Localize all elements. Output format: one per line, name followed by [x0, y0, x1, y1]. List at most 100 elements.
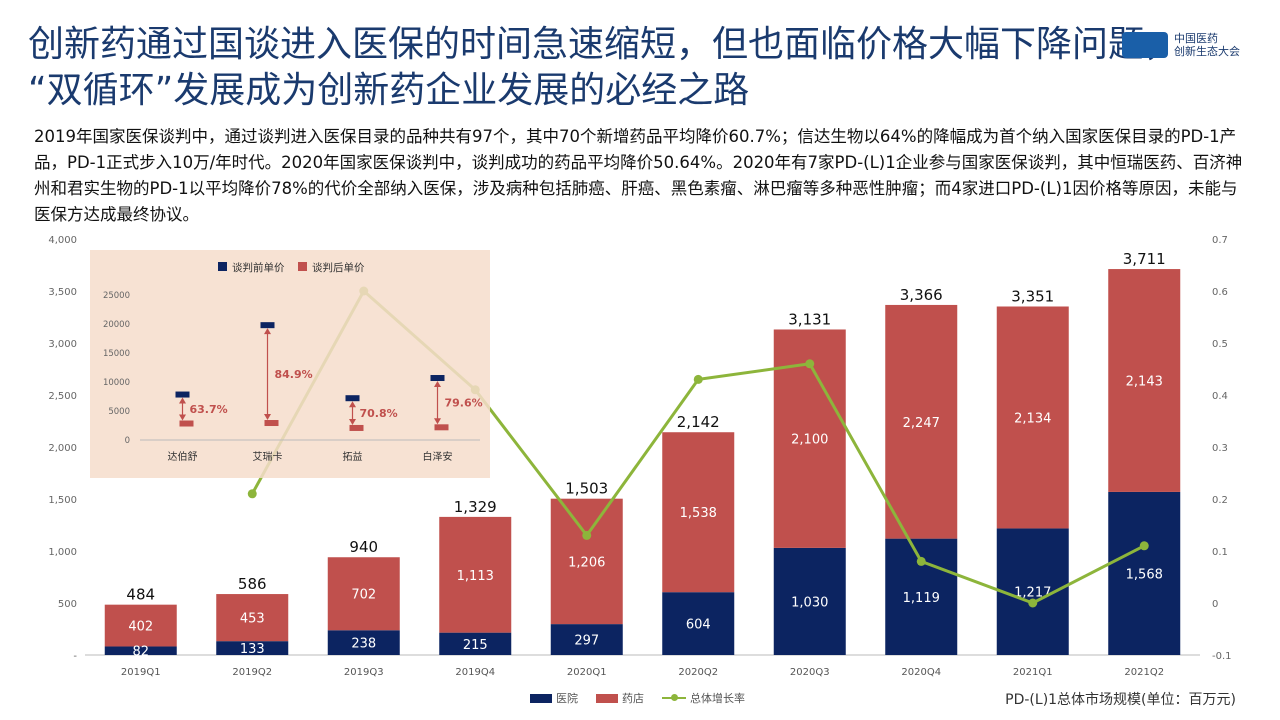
inset-point-after [349, 424, 364, 431]
x-tick-label: 2021Q2 [1124, 667, 1164, 678]
growth-rate-point [1028, 598, 1038, 608]
inset-arrow-tail [349, 401, 356, 408]
inset-y-tick-label: 0 [125, 436, 130, 446]
inset-arrow-head [349, 418, 356, 425]
title-line-2: “双循环”发展成为创新药企业发展的必经之路 [28, 70, 750, 111]
total-value-label: 3,131 [788, 310, 831, 328]
bar-pharmacy [104, 604, 177, 647]
inset-reduction-label: 63.7% [190, 403, 228, 416]
inset-point-before [175, 391, 190, 398]
y-tick-label: 3,000 [48, 339, 77, 350]
inset-point-after [264, 420, 279, 427]
pharmacy-value-label: 2,100 [791, 433, 828, 448]
inset-legend-before-swatch [218, 262, 227, 271]
legend-hospital: 医院 [530, 690, 578, 706]
total-value-label: 586 [238, 575, 267, 593]
legend-hospital-label: 医院 [556, 692, 578, 705]
pharmacy-value-label: 2,134 [1014, 411, 1051, 426]
legend-growth-label: 总体增长率 [690, 692, 745, 705]
inset-x-tick-label: 白泽安 [423, 450, 453, 463]
bar-pharmacy [327, 557, 400, 631]
pharmacy-value-label: 2,247 [903, 416, 940, 431]
bar-hospital [662, 592, 735, 655]
market-size-chart: - 500 1,000 1,500 2,000 2,500 3,000 3,500 4,000 -… [48, 235, 1232, 678]
inset-legend-after-label: 谈判后单价 [312, 261, 365, 274]
growth-rate-point [805, 359, 815, 369]
y2-tick-label: -0.1 [1212, 651, 1232, 662]
hospital-value-label: 215 [463, 638, 488, 653]
y-tick-label: - [73, 651, 77, 662]
inset-y-tick-label: 5000 [108, 407, 130, 417]
hospital-value-label: 82 [132, 645, 149, 660]
bar-hospital [773, 547, 846, 655]
inset-arrow-tail [179, 397, 186, 404]
x-tick-label: 2019Q2 [232, 667, 272, 678]
y-tick-label: 2,000 [48, 443, 77, 454]
event-logo: 中国医药 创新生态大会 [1122, 32, 1240, 58]
pharmacy-value-label: 1,206 [568, 555, 605, 570]
price-reduction-inset: 谈判前单价 谈判后单价 0 5000 10000 15000 20000 25000 63.7%… [90, 250, 490, 478]
legend-pharmacy: 药店 [596, 690, 644, 706]
inset-point-before [260, 322, 275, 329]
bar-pharmacy [216, 594, 289, 642]
y2-tick-label: 0.2 [1212, 495, 1228, 506]
bar-pharmacy [885, 304, 958, 539]
y-tick-label: 500 [58, 599, 77, 610]
bar-pharmacy [1108, 269, 1181, 492]
growth-rate-point [247, 489, 257, 499]
inset-point-before [430, 375, 445, 382]
inset-arrow-tail [264, 328, 271, 335]
inset-point-after [179, 420, 194, 427]
bar-hospital [439, 632, 512, 655]
x-tick-label: 2020Q4 [901, 667, 941, 678]
pharmacy-value-label: 402 [128, 620, 153, 635]
inset-arrow-head [434, 418, 441, 425]
hospital-value-label: 297 [574, 634, 599, 649]
inset-point-before [345, 395, 360, 402]
inset-reduction-label: 70.8% [360, 407, 398, 420]
bar-pharmacy [996, 306, 1069, 529]
x-tick-label: 2019Q4 [455, 667, 495, 678]
x-tick-label: 2020Q1 [567, 667, 607, 678]
total-value-label: 1,329 [454, 498, 497, 516]
inset-reduction-label: 84.9% [275, 368, 313, 381]
pharmacy-value-label: 702 [351, 588, 376, 603]
growth-rate-point [916, 556, 926, 566]
unit-label: PD-(L)1总体市场规模(单位：百万元) [1005, 692, 1236, 708]
hospital-value-label: 1,030 [791, 595, 828, 610]
growth-rate-point [1139, 541, 1149, 551]
bar-pharmacy [439, 516, 512, 633]
body-paragraph: 2019年国家医保谈判中，通过谈判进入医保目录的品种共有97个，其中70个新增药… [34, 127, 1243, 224]
inset-reduction-label: 79.6% [445, 397, 483, 410]
y-tick-label: 1,000 [48, 547, 77, 558]
price-reduction-chart: 谈判前单价 谈判后单价 0 5000 10000 15000 20000 25000 63.7%… [103, 261, 483, 463]
hospital-value-label: 133 [240, 642, 265, 657]
inset-arrow-head [264, 414, 271, 421]
inset-point-after [434, 424, 449, 431]
inset-x-tick-label: 拓益 [343, 450, 363, 463]
total-value-label: 484 [126, 586, 155, 604]
inset-arrow-tail [434, 381, 441, 388]
total-value-label: 3,366 [900, 286, 943, 304]
y-tick-label: 4,000 [48, 235, 77, 246]
slide-title: 创新药通过国谈进入医保的时间急速缩短，但也面临价格大幅下降问题， “双循环”发展… [28, 22, 1268, 114]
total-value-label: 2,142 [677, 413, 720, 431]
inset-legend-before-label: 谈判前单价 [232, 261, 285, 274]
y2-tick-label: 0.1 [1212, 547, 1228, 558]
x-tick-label: 2020Q2 [678, 667, 718, 678]
x-tick-label: 2021Q1 [1013, 667, 1053, 678]
x-tick-label: 2019Q1 [121, 667, 161, 678]
legend-growth-swatch [662, 694, 686, 701]
bar-hospital [104, 646, 177, 655]
logo-text-2: 创新生态大会 [1174, 45, 1240, 58]
inset-x-tick-label: 达伯舒 [168, 450, 198, 463]
y2-tick-label: 0 [1212, 599, 1218, 610]
inset-x-tick-label: 艾瑞卡 [253, 450, 283, 463]
bar-hospital [216, 641, 289, 655]
total-value-label: 940 [349, 538, 378, 556]
pharmacy-value-label: 2,143 [1126, 374, 1163, 389]
bar-hospital [327, 630, 400, 655]
chart-legend: 医院 药店 总体增长率 [530, 690, 745, 706]
hospital-value-label: 604 [686, 618, 711, 633]
pharmacy-value-label: 1,538 [680, 506, 717, 521]
